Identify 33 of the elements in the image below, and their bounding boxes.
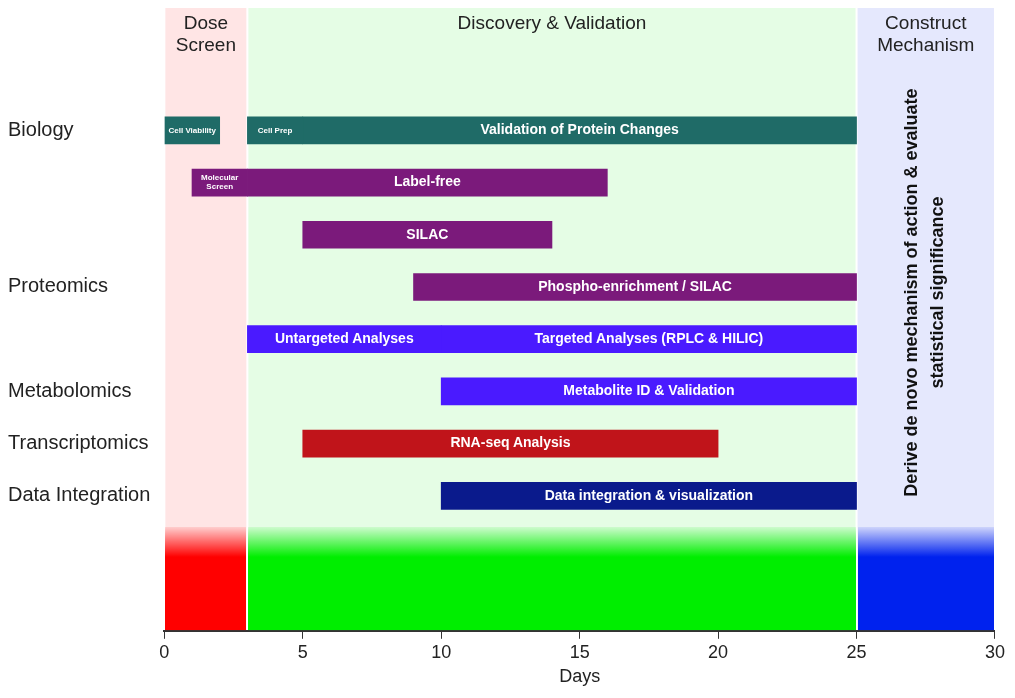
- y-tick-label: Biology: [8, 117, 74, 140]
- y-tick-label: Transcriptomics: [8, 431, 149, 454]
- data-label: Cell Prep: [257, 125, 293, 135]
- data-label: SILAC: [406, 225, 449, 242]
- x-axis-title: Days: [559, 666, 601, 687]
- data-label: Untargeted Analyses: [274, 330, 414, 347]
- band-label: Construct Mechanism: [877, 11, 975, 55]
- data-label: Label-free: [393, 173, 462, 190]
- x-tick-label: 30: [984, 641, 1005, 662]
- data-label: RNA-seq Analysis: [450, 434, 571, 451]
- bar: [302, 220, 553, 249]
- data-label: Cell Viability: [168, 125, 217, 135]
- x-tick-label: 10: [431, 641, 452, 662]
- data-label: Validation of Protein Changes: [480, 121, 680, 138]
- bar: [440, 481, 857, 510]
- y-tick-label: Metabolomics: [8, 378, 132, 401]
- x-tick-label: 25: [846, 641, 867, 662]
- bar: [302, 429, 719, 458]
- band-label: Discovery & Validation: [457, 11, 647, 33]
- data-label: Data integration & visualization: [544, 486, 754, 503]
- annotation: Derive de novo mechanism of action & evaluate statistical significance: [900, 88, 947, 497]
- x-tick-label: 5: [297, 641, 308, 662]
- data-label: Molecular Screen: [201, 173, 239, 192]
- x-tick-label: 20: [708, 641, 729, 662]
- data-label: Metabolite ID & Validation: [563, 382, 735, 399]
- y-tick-label: Proteomics: [8, 274, 109, 297]
- band-label: Dose Screen: [175, 11, 236, 55]
- y-tick-label: Data Integration: [8, 483, 151, 506]
- data-label: Phospho-enrichment / SILAC: [538, 277, 732, 294]
- x-tick-label: 0: [159, 641, 170, 662]
- x-tick-label: 15: [569, 641, 590, 662]
- data-label: Targeted Analyses (RPLC & HILIC): [534, 330, 764, 347]
- bar: [413, 273, 857, 301]
